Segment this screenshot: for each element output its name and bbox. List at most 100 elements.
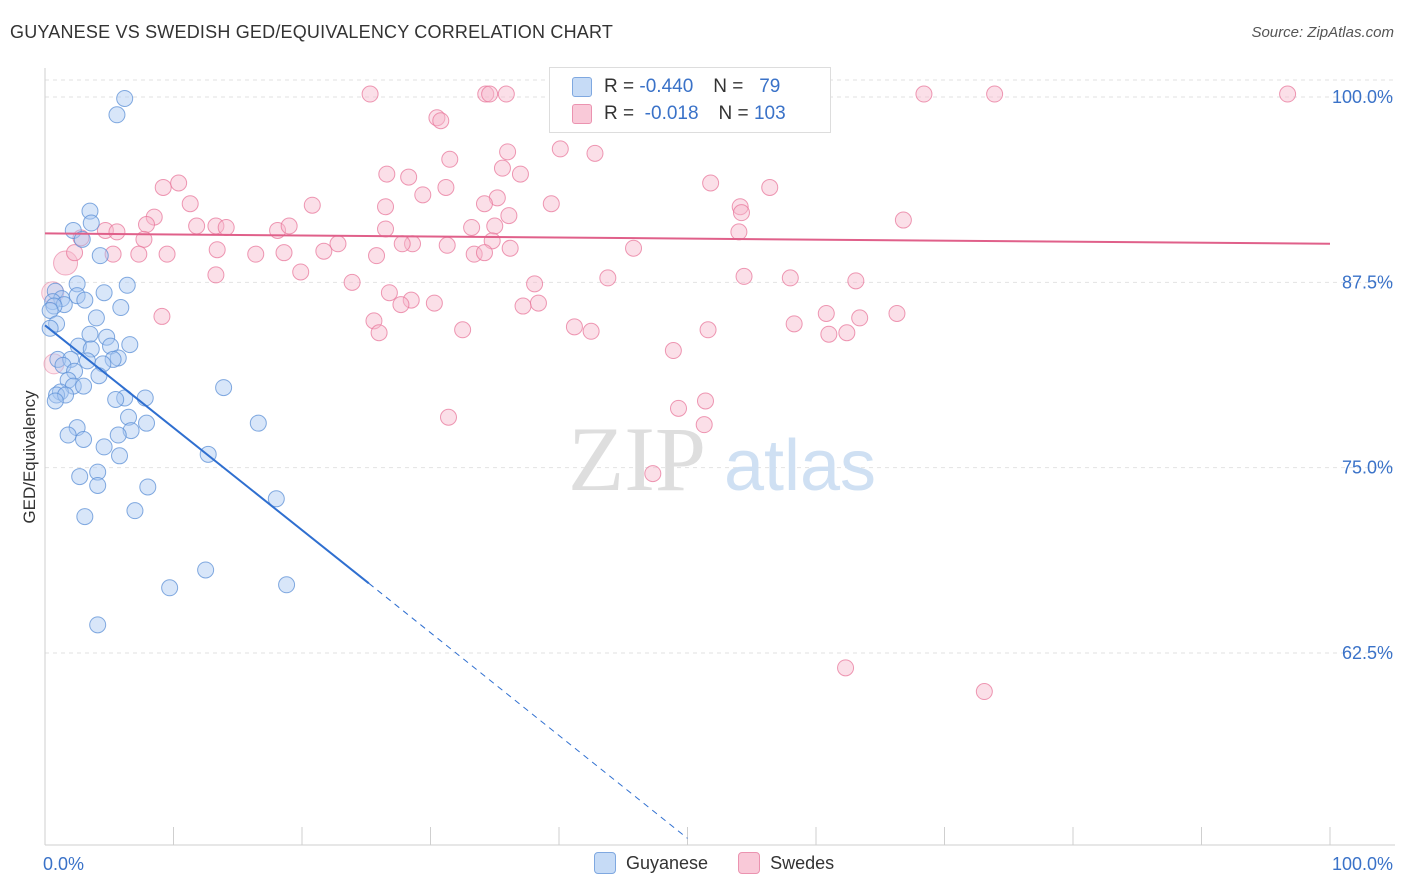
guyanese-point (89, 476, 107, 494)
legend-swatch-swedes (572, 104, 592, 124)
swedes-point (486, 217, 504, 235)
swedes-point (463, 218, 481, 236)
swedes-point (343, 273, 361, 291)
swedes-point (130, 245, 148, 263)
legend-swatch-guyanese (572, 77, 592, 97)
swedes-point (986, 85, 1004, 103)
swedes-point (138, 216, 156, 234)
guyanese-point (76, 508, 94, 526)
guyanese-point (108, 106, 126, 124)
guyanese-point (81, 325, 99, 343)
swedes-point (438, 236, 456, 254)
swedes-point (432, 112, 450, 130)
y-tick-label: 75.0% (1342, 458, 1393, 478)
y-tick-label: 87.5% (1342, 272, 1393, 292)
swedes-point (208, 241, 226, 259)
guyanese-point (121, 336, 139, 354)
series-label-guyanese: Guyanese (626, 852, 709, 873)
swedes-point (696, 392, 714, 410)
swedes-point (817, 304, 835, 322)
guyanese-point (116, 89, 134, 107)
swedes-point (837, 659, 855, 677)
swedes-point (702, 174, 720, 192)
swedes-point (497, 85, 515, 103)
series-legend-guyanese[interactable]: Guyanese (594, 852, 708, 874)
swedes-point (104, 245, 122, 263)
swedes-point (170, 174, 188, 192)
swedes-point (481, 85, 499, 103)
swedes-trend-line (44, 232, 1331, 245)
swedes-point (425, 294, 443, 312)
guyanese-point (278, 576, 296, 594)
y-axis-label: GED/Equivalency (20, 390, 39, 524)
guyanese-point (161, 579, 179, 597)
series-label-swedes: Swedes (770, 852, 835, 873)
watermark: ZIP atlas (568, 408, 876, 510)
guyanese-point (136, 389, 154, 407)
guyanese-point (102, 337, 120, 355)
guyanese-point (89, 463, 107, 481)
guyanese-point (59, 426, 77, 444)
swedes-point (644, 465, 662, 483)
y-tick-label: 100.0% (1332, 87, 1393, 107)
swedes-point (888, 304, 906, 322)
watermark-atlas: atlas (724, 426, 876, 506)
legend-row-swedes: R = -0.018 N = 103 (572, 102, 786, 126)
guyanese-point (48, 386, 66, 404)
swedes-point (400, 168, 418, 186)
guyanese-point (104, 350, 122, 368)
guyanese-point (95, 284, 113, 302)
swedes-point (158, 245, 176, 263)
swedes-point (188, 217, 206, 235)
swedes-point (217, 218, 235, 236)
swedes-point (781, 269, 799, 287)
legend-r-label: R = (604, 76, 635, 97)
legend-n-label: N = (718, 103, 749, 124)
swedes-point (499, 143, 517, 161)
swedes-point (625, 239, 643, 257)
swedes-point (501, 239, 519, 257)
swedes-point (315, 242, 333, 260)
swedes-point (551, 140, 569, 158)
swedes-point (441, 150, 459, 168)
guyanese-point (138, 414, 156, 432)
legend-n-value: 103 (753, 103, 786, 124)
swedes-point (153, 307, 171, 325)
swedes-point (526, 275, 544, 293)
swedes-point (439, 408, 457, 426)
guyanese-point (71, 468, 89, 486)
swedes-point (377, 198, 395, 216)
legend-r-value: -0.018 (644, 103, 699, 124)
guyanese-point (82, 214, 100, 232)
guyanese-point (90, 367, 108, 385)
guyanese-point (118, 276, 136, 294)
swedes-point (735, 267, 753, 285)
guyanese-point (89, 616, 107, 634)
guyanese-point (107, 390, 125, 408)
guyanese-point (75, 430, 93, 448)
swedes-point (695, 416, 713, 434)
swedes-point (1279, 85, 1297, 103)
swedes-point (730, 223, 748, 241)
swedes-point (731, 198, 749, 216)
guyanese-point (76, 291, 94, 309)
swedes-point (377, 220, 395, 238)
swedes-point (761, 178, 779, 196)
points-layer (41, 85, 1297, 701)
swedes-point (894, 211, 912, 229)
swedes-point (732, 204, 750, 222)
guyanese-point (68, 275, 86, 293)
swedes-point (247, 245, 265, 263)
series-legend-swedes[interactable]: Swedes (738, 852, 834, 874)
legend-r-value: -0.440 (639, 76, 694, 97)
guyanese-point (122, 422, 140, 440)
guyanese-point (215, 379, 233, 397)
y-tick-label: 62.5% (1342, 643, 1393, 663)
correlation-legend: R = -0.440 N = 79 R = -0.018 N = 103 (549, 67, 831, 133)
swedes-point (915, 85, 933, 103)
swedes-point (500, 207, 518, 225)
swedes-point (66, 244, 84, 262)
axis-labels: 62.5% 75.0% 87.5% 100.0% 0.0% 100.0% GED/Equiv… (20, 87, 1393, 874)
cluster-point (53, 250, 79, 276)
